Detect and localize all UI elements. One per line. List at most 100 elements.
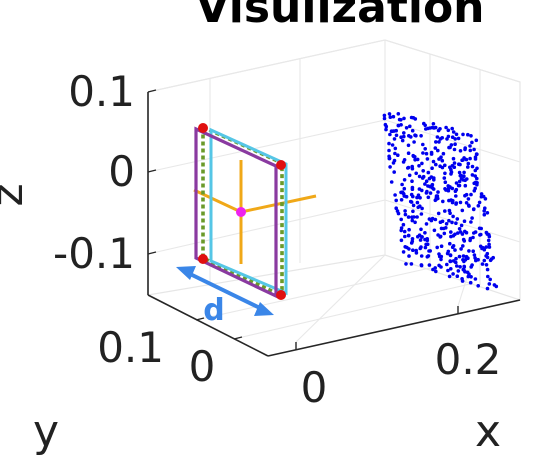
data-point <box>396 123 401 128</box>
data-point <box>482 212 487 217</box>
data-point <box>463 229 467 234</box>
data-point <box>460 232 465 236</box>
data-point <box>441 199 445 204</box>
data-point <box>457 179 462 184</box>
data-point <box>453 189 458 193</box>
data-point <box>402 116 406 121</box>
data-point <box>410 179 414 183</box>
data-point <box>477 200 482 205</box>
data-point <box>423 182 427 186</box>
data-point <box>411 153 416 158</box>
data-point <box>440 158 445 163</box>
data-point <box>393 151 397 156</box>
data-point <box>391 161 396 165</box>
data-point <box>409 262 414 266</box>
data-point <box>473 256 477 260</box>
data-point <box>426 170 431 175</box>
x-tick-label: 0.2 <box>435 335 502 384</box>
data-point <box>387 112 392 116</box>
data-point <box>447 185 451 190</box>
d-label: d <box>203 293 224 328</box>
data-point <box>421 169 426 173</box>
data-point <box>443 209 447 213</box>
data-point <box>431 159 436 164</box>
data-point <box>463 258 468 262</box>
d-arrowhead-left <box>176 266 196 280</box>
data-point <box>484 263 489 267</box>
data-point <box>491 255 496 260</box>
data-point <box>460 208 465 213</box>
grid-line <box>384 39 521 83</box>
distance-annotation: d <box>176 266 274 328</box>
data-point <box>462 170 466 175</box>
data-point <box>454 181 459 185</box>
z-tick-label: -0.1 <box>53 229 135 278</box>
corner-marker <box>198 254 208 264</box>
data-point <box>454 256 458 261</box>
data-point <box>439 257 443 262</box>
data-point <box>442 176 447 180</box>
point-cloud <box>382 112 499 291</box>
y-axis-label: y <box>33 406 59 457</box>
data-point <box>440 165 445 170</box>
data-point <box>419 212 424 216</box>
data-point <box>448 241 452 246</box>
data-point <box>449 167 453 172</box>
data-point <box>461 158 465 162</box>
data-point <box>421 151 425 155</box>
data-point <box>484 245 489 249</box>
data-point <box>409 135 413 139</box>
data-point <box>431 267 435 272</box>
data-point <box>425 157 430 161</box>
data-point <box>403 209 407 213</box>
data-point <box>487 245 492 249</box>
data-point <box>451 214 455 219</box>
data-point <box>482 209 487 213</box>
z-tick-label: 0.1 <box>68 67 135 116</box>
data-point <box>407 227 411 232</box>
data-point <box>410 128 415 133</box>
y-axis-line <box>147 294 269 357</box>
data-point <box>392 137 397 141</box>
y-tick-labels: 0.1 0 <box>97 323 215 391</box>
data-point <box>479 192 484 196</box>
data-point <box>390 129 395 133</box>
data-point <box>439 244 444 248</box>
corner-marker <box>198 123 208 133</box>
data-point <box>411 209 415 214</box>
data-point <box>448 253 453 258</box>
data-point <box>403 212 408 217</box>
data-point <box>461 254 466 258</box>
data-point <box>451 156 456 161</box>
data-point <box>471 249 476 253</box>
data-point <box>419 245 423 249</box>
data-point <box>404 194 409 199</box>
data-point <box>475 176 479 181</box>
data-point <box>467 204 471 208</box>
data-point <box>476 204 481 208</box>
data-point <box>430 182 435 187</box>
data-point <box>426 254 431 258</box>
data-point <box>410 187 415 191</box>
data-point <box>475 182 479 187</box>
axis-lines <box>147 92 521 357</box>
data-point <box>472 253 477 257</box>
data-point <box>382 113 387 118</box>
data-point <box>424 151 429 156</box>
data-point <box>429 150 434 155</box>
data-point <box>384 127 388 132</box>
data-point <box>445 251 450 256</box>
data-point <box>446 134 451 139</box>
data-point <box>402 229 407 234</box>
data-point <box>444 226 448 230</box>
data-point <box>407 173 412 178</box>
data-point <box>464 157 469 162</box>
data-point <box>402 192 406 196</box>
z-axis-label: z <box>0 183 33 206</box>
data-point <box>473 155 478 159</box>
data-point <box>413 220 417 225</box>
data-point <box>412 140 416 144</box>
data-point <box>419 227 423 232</box>
data-point <box>447 274 452 279</box>
